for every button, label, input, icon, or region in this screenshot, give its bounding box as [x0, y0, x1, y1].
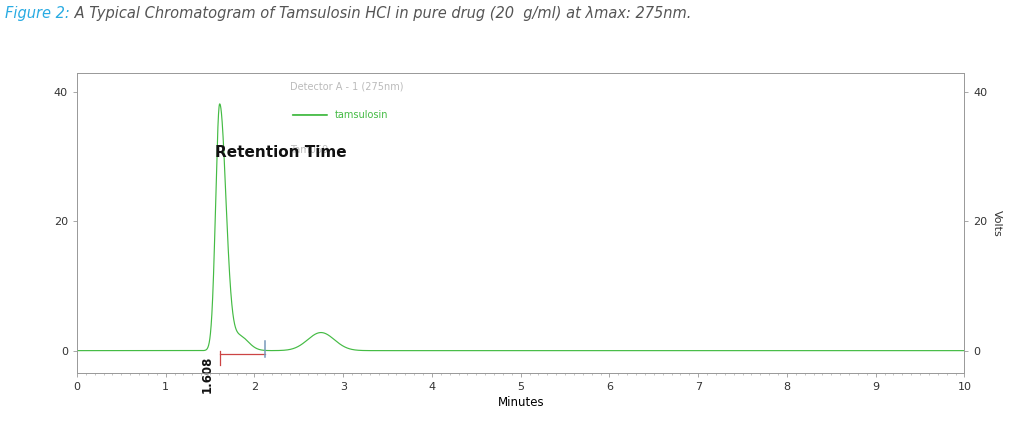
Text: Detector A - 1 (275nm): Detector A - 1 (275nm) [290, 82, 403, 92]
Text: tamsulosin: tamsulosin [334, 110, 388, 120]
Text: Tam059: Tam059 [290, 145, 328, 155]
Text: A Typical Chromatogram of Tamsulosin HCl in pure drug (20  g/ml) at λmax: 275nm.: A Typical Chromatogram of Tamsulosin HCl… [70, 6, 692, 21]
Y-axis label: Volts: Volts [991, 210, 1001, 236]
X-axis label: Minutes: Minutes [498, 396, 544, 409]
Text: Retention Time: Retention Time [214, 145, 346, 160]
Text: Figure 2:: Figure 2: [5, 6, 70, 21]
Text: 1.608: 1.608 [201, 356, 213, 393]
